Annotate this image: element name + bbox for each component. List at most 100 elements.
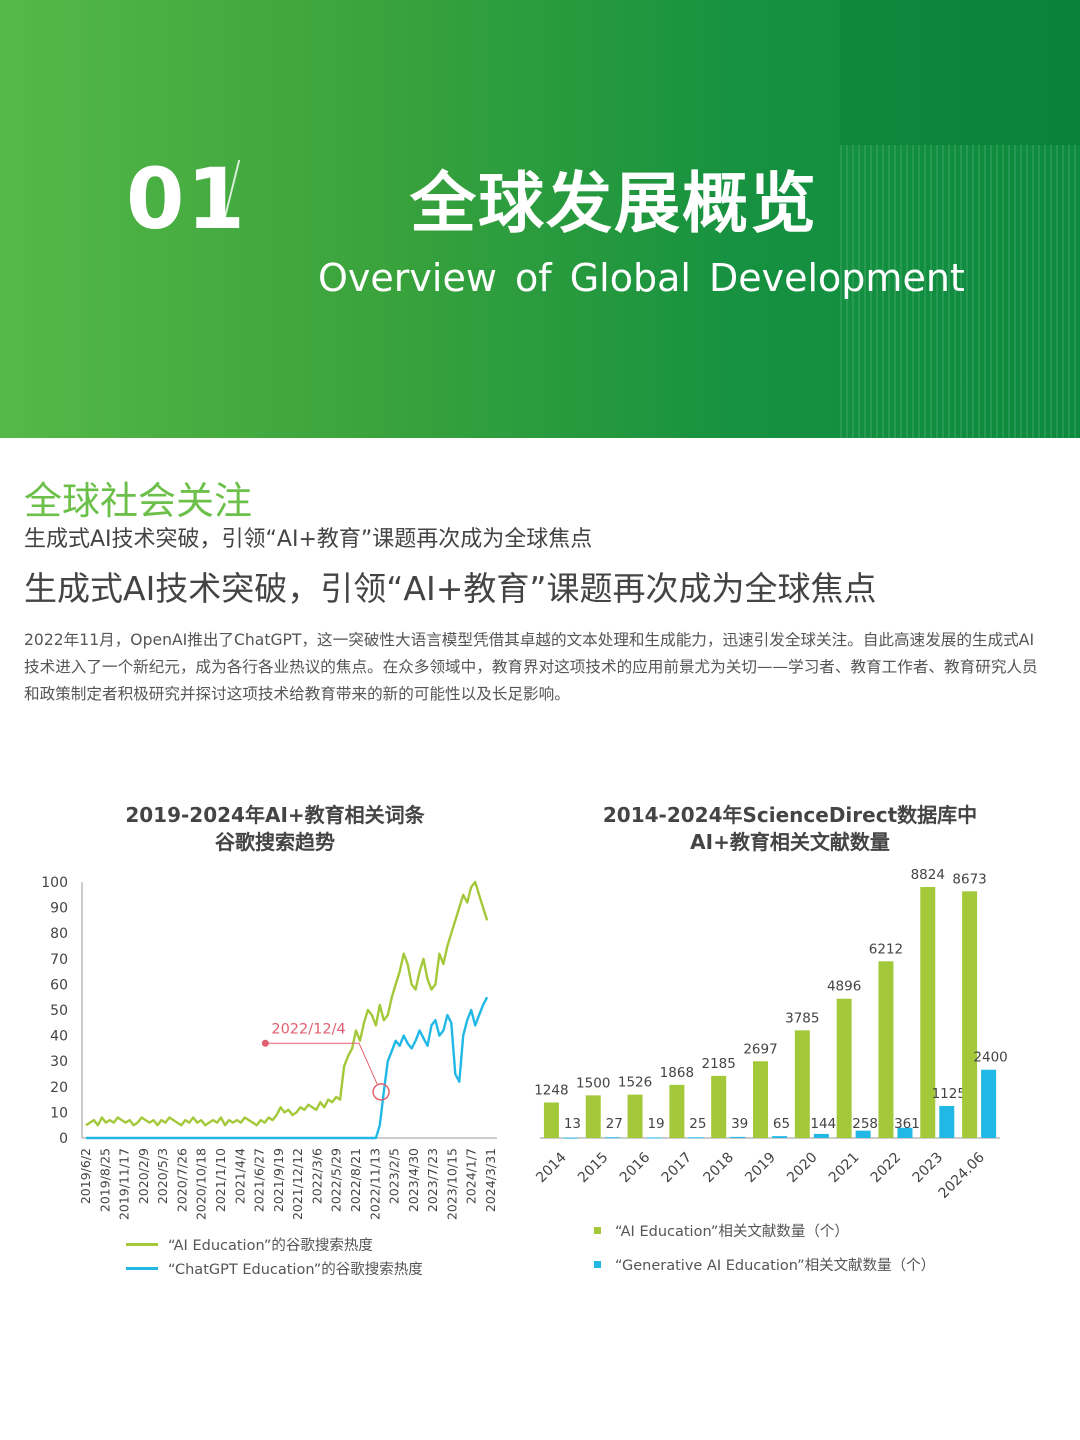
- line-y-tick-label: 90: [50, 901, 68, 917]
- line-x-tick-label: 2022/3/6: [309, 1148, 324, 1204]
- line-legend-ai-education: “AI Education”的谷歌搜索热度: [126, 1234, 373, 1255]
- line-x-tick-label: 2021/9/19: [271, 1148, 286, 1212]
- bar-ai-education: [711, 1075, 727, 1138]
- legend-label-ai-education-count: “AI Education”相关文献数量（个）: [615, 1224, 849, 1240]
- bar-x-tick-label: 2019: [742, 1150, 779, 1187]
- line-y-tick-label: 80: [50, 926, 68, 942]
- bar-value-label-ai-education: 8824: [911, 867, 945, 883]
- line-x-tick-label: 2023/7/23: [425, 1148, 440, 1212]
- line-x-tick-label: 2024/1/7: [464, 1148, 479, 1204]
- bar-ai-education: [878, 961, 894, 1138]
- bar-genai-education: [813, 1133, 829, 1138]
- bar-value-label-genai-education: 27: [606, 1116, 623, 1132]
- bar-value-label-ai-education: 3785: [785, 1010, 819, 1026]
- bar-ai-education: [753, 1061, 768, 1138]
- line-x-tick-label: 2019/11/17: [117, 1148, 132, 1220]
- legend-swatch-blue-square: [594, 1261, 601, 1268]
- line-chart: 0 10 20 30 40 50 60 70 80 90 100 2019/6/2 2019/8/25 2…: [41, 875, 498, 1220]
- legend-swatch-green: [126, 1243, 158, 1246]
- legend-label-genai-education-count: “Generative AI Education”相关文献数量（个）: [615, 1258, 936, 1274]
- line-y-tick-label: 50: [50, 1003, 68, 1019]
- bar-value-label-ai-education: 2697: [743, 1041, 777, 1057]
- line-y-tick-label: 30: [50, 1054, 68, 1070]
- bar-genai-education: [646, 1137, 662, 1139]
- bar-x-tick-label: 2017: [659, 1150, 696, 1187]
- line-y-tick-label: 70: [50, 952, 68, 968]
- bar-ai-education: [585, 1095, 601, 1138]
- bar-value-label-ai-education: 1500: [576, 1075, 610, 1091]
- bar-x-tick-label: 2016: [617, 1149, 654, 1186]
- bar-value-label-genai-education: 144: [810, 1116, 836, 1132]
- section-heading: 全球社会关注: [24, 479, 253, 523]
- line-y-tick-label: 20: [50, 1080, 68, 1096]
- bar-ai-education: [627, 1094, 643, 1138]
- line-x-tick-label: 2020/2/9: [136, 1148, 151, 1204]
- bar-value-label-genai-education: 19: [647, 1116, 664, 1132]
- line-x-tick-label: 2023/10/15: [444, 1148, 459, 1220]
- bar-value-label-genai-education: 361: [894, 1116, 920, 1132]
- line-y-tick-label: 0: [59, 1131, 68, 1147]
- line-x-tick-label: 2021/12/12: [290, 1148, 305, 1220]
- legend-swatch-blue: [126, 1267, 158, 1270]
- bar-genai-education: [688, 1137, 704, 1139]
- line-x-tick-label: 2023/4/30: [406, 1148, 421, 1212]
- legend-swatch-green-square: [594, 1227, 601, 1234]
- bar-x-tick-label: 2018: [700, 1150, 737, 1187]
- line-series-ai-education: [85, 880, 489, 1127]
- banner-decoration-stripes: [840, 145, 1080, 438]
- line-x-tick-label: 2022/8/21: [348, 1148, 363, 1212]
- line-x-tick-label: 2020/7/26: [174, 1148, 189, 1212]
- line-y-tick-label: 60: [50, 977, 68, 993]
- bar-genai-education: [604, 1137, 620, 1139]
- bar-genai-education: [939, 1106, 955, 1138]
- bar-value-label-genai-education: 39: [731, 1116, 748, 1132]
- legend-label-ai-education: “AI Education”的谷歌搜索热度: [168, 1238, 373, 1254]
- line-series-chatgpt-education: [86, 996, 489, 1140]
- bar-ai-education: [836, 998, 852, 1138]
- header-banner: 01 全球发展概览 Overview of Global Development: [0, 0, 1080, 438]
- bar-value-label-ai-education: 1526: [618, 1075, 652, 1091]
- bar-value-label-genai-education: 13: [564, 1116, 581, 1132]
- bar-genai-education: [855, 1130, 871, 1138]
- bar-chart-title: 2014-2024年ScienceDirect数据库中 AI+教育相关文献数量: [580, 802, 1000, 856]
- legend-label-chatgpt-education: “ChatGPT Education”的谷歌搜索热度: [168, 1262, 423, 1278]
- bar-x-tick-label: 2022: [868, 1150, 905, 1187]
- bar-genai-education: [772, 1136, 787, 1138]
- intro-paragraph: 2022年11月，OpenAI推出了ChatGPT，这一突破性大语言模型凭借其卓…: [24, 631, 1038, 703]
- bar-value-label-ai-education: 1248: [534, 1083, 568, 1099]
- annotation-circle: [372, 1083, 390, 1101]
- bar-value-label-genai-education: 25: [689, 1116, 706, 1132]
- bar-chart-title-line2: AI+教育相关文献数量: [690, 830, 890, 854]
- bar-value-label-ai-education: 1868: [660, 1065, 694, 1081]
- bar-legend-genai-education: “Generative AI Education”相关文献数量（个）: [594, 1254, 935, 1275]
- banner-decoration-block: [840, 0, 1080, 145]
- bar-value-label-genai-education: 2400: [973, 1050, 1007, 1066]
- line-x-tick-label: 2024/3/31: [483, 1148, 498, 1212]
- section-title: 全球发展概览: [410, 165, 818, 242]
- bar-x-tick-label: 2023: [910, 1150, 947, 1187]
- line-legend-chatgpt-education: “ChatGPT Education”的谷歌搜索热度: [126, 1258, 423, 1279]
- line-x-tick-label: 2020/10/18: [194, 1148, 209, 1220]
- line-x-tick-label: 2019/8/25: [97, 1148, 112, 1212]
- bar-x-tick-label: 2015: [575, 1150, 612, 1187]
- bar-chart-title-line1: 2014-2024年ScienceDirect数据库中: [602, 803, 978, 827]
- bar-value-label-genai-education: 258: [852, 1116, 878, 1132]
- bar-genai-education: [730, 1136, 746, 1138]
- line-x-tick-label: 2021/1/10: [213, 1148, 228, 1212]
- line-chart-title-line2: 谷歌搜索趋势: [215, 830, 335, 854]
- section-title-english: Overview of Global Development: [318, 256, 965, 300]
- bar-value-label-genai-education: 1125: [932, 1086, 966, 1102]
- bar-chart: 1248 13 2014 1500 27 2015 1526 19 2016 1868 25 2017…: [533, 867, 1008, 1202]
- annotation-dot: [261, 1039, 269, 1047]
- annotation-label: 2022/12/4: [271, 1021, 345, 1037]
- line-x-tick-label: 2019/6/2: [78, 1148, 93, 1204]
- line-chart-title-line1: 2019-2024年AI+教育相关词条: [125, 803, 425, 827]
- line-x-tick-label: 2023/2/5: [387, 1148, 402, 1204]
- bar-value-label-ai-education: 6212: [869, 941, 903, 957]
- bar-genai-education: [897, 1127, 913, 1138]
- line-chart-title: 2019-2024年AI+教育相关词条 谷歌搜索趋势: [90, 802, 460, 856]
- bar-value-label-ai-education: 2185: [702, 1056, 736, 1072]
- bar-legend-ai-education: “AI Education”相关文献数量（个）: [594, 1220, 849, 1241]
- bar-x-tick-label: 2024.06: [936, 1149, 988, 1201]
- line-y-tick-label: 40: [50, 1029, 68, 1045]
